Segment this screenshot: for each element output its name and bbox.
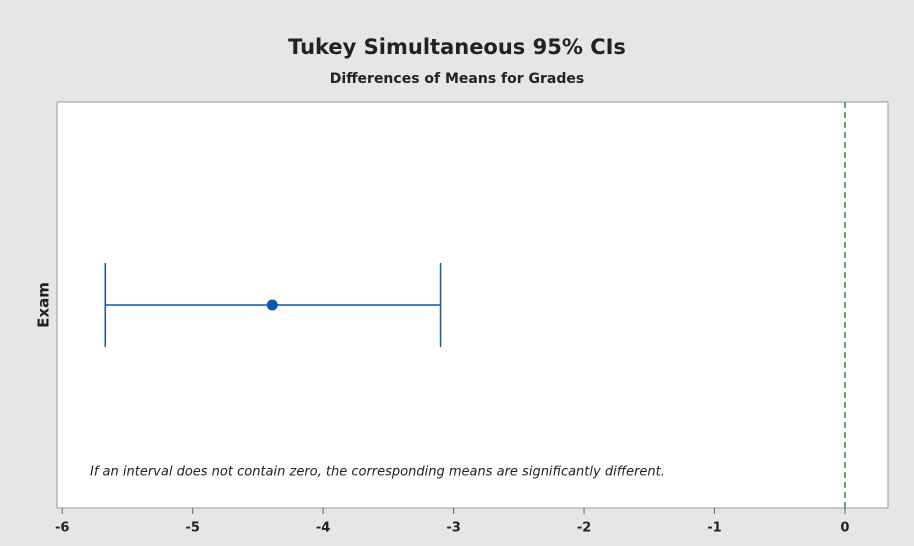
chart-title: Tukey Simultaneous 95% CIs [288, 35, 626, 59]
x-tick-label: -4 [316, 521, 330, 536]
y-category-label: Exam [35, 282, 53, 328]
x-tick-label: 0 [840, 521, 849, 536]
mean-point [266, 299, 278, 311]
chart-subtitle: Differences of Means for Grades [330, 71, 584, 87]
x-tick-label: -2 [577, 521, 591, 536]
x-tick-label: -6 [55, 521, 69, 536]
annotation: If an interval does not contain zero, th… [90, 465, 665, 480]
x-tick-label: -1 [707, 521, 721, 536]
x-tick-label: -5 [185, 521, 199, 536]
x-tick-label: -3 [446, 521, 460, 536]
